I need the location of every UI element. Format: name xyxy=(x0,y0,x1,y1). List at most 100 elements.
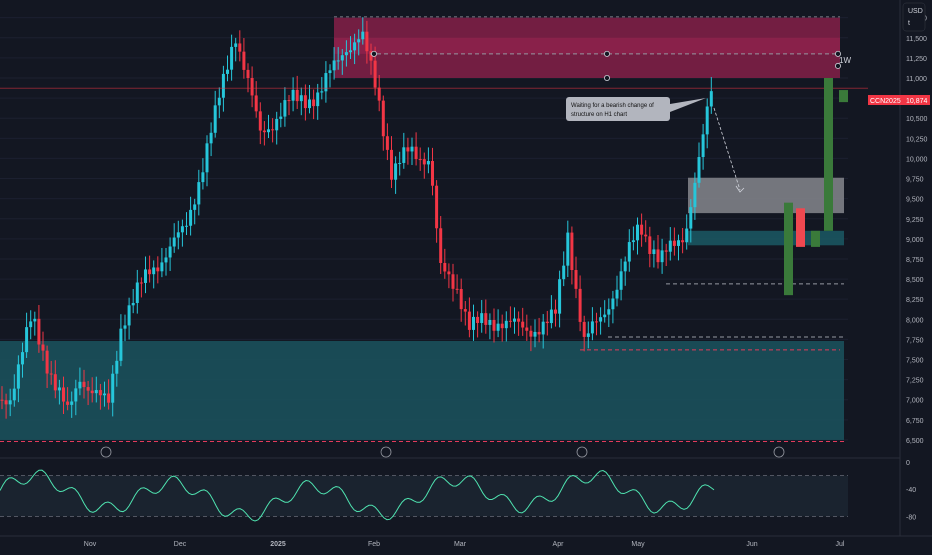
candle-body xyxy=(62,387,65,402)
candle-body xyxy=(103,393,106,396)
annotation-line-1: Waiting for a bearish change of xyxy=(571,103,654,109)
rsi-tick-label: -40 xyxy=(906,487,916,494)
anchor-dot xyxy=(835,50,842,57)
candle-body xyxy=(291,89,295,101)
candle-body xyxy=(390,149,393,180)
y-tick-label: 9,500 xyxy=(906,197,924,204)
candle-body xyxy=(381,100,385,137)
event-marker xyxy=(773,446,785,458)
candle-body xyxy=(418,159,422,161)
rsi-panel: 0 -40 -80 xyxy=(0,460,916,522)
y-tick-label: 8,500 xyxy=(906,277,924,284)
candle-body xyxy=(705,106,709,135)
candle-body xyxy=(107,393,111,403)
y-tick-label: 11,250 xyxy=(906,56,927,63)
candle-body xyxy=(115,360,119,374)
candle-body xyxy=(619,271,623,290)
candle-body xyxy=(480,313,484,323)
candle-body xyxy=(160,262,164,272)
currency-label: USD xyxy=(908,8,923,15)
rsi-line xyxy=(0,469,715,522)
candle-body xyxy=(500,323,504,329)
candle-body xyxy=(262,130,266,133)
candle-body xyxy=(451,274,455,289)
candle-body xyxy=(283,100,287,117)
y-tick-label: 8,000 xyxy=(906,317,924,324)
candle-body xyxy=(709,91,713,107)
candle-body xyxy=(33,318,37,322)
candle-body xyxy=(156,267,160,272)
candle-body xyxy=(324,73,328,92)
unit-label: t xyxy=(908,20,910,27)
candle-body xyxy=(566,232,570,266)
candle-body xyxy=(554,309,557,314)
candle-body xyxy=(636,224,639,241)
candle-body xyxy=(29,321,33,328)
x-tick-label: May xyxy=(631,541,645,548)
candle-body xyxy=(640,224,644,235)
candle-body xyxy=(189,209,193,226)
candle-body xyxy=(221,73,225,98)
candle-body xyxy=(361,31,365,40)
x-tick-label: Mar xyxy=(454,541,467,548)
annotation-box xyxy=(566,97,670,121)
anchor-dot xyxy=(370,50,377,57)
candle-body xyxy=(152,267,156,275)
x-tick-label: Jul xyxy=(836,541,845,548)
candle-body xyxy=(308,99,311,109)
candle-body xyxy=(504,320,508,329)
candle-body xyxy=(521,321,525,328)
candle-body xyxy=(185,225,188,227)
candle-body xyxy=(21,352,24,365)
candle-body xyxy=(685,228,689,243)
candle-body xyxy=(193,204,197,210)
candle-body xyxy=(357,39,361,43)
annotation-pointer xyxy=(670,98,706,112)
candle-body xyxy=(697,157,701,183)
candle-body xyxy=(496,323,500,331)
candle-body xyxy=(172,237,176,247)
candle-body xyxy=(139,282,143,284)
currency-header-box[interactable] xyxy=(902,2,926,32)
candle-body xyxy=(513,318,516,322)
candle-body xyxy=(37,318,41,345)
candle-body xyxy=(443,263,447,272)
candle-body xyxy=(545,321,549,324)
candle-body xyxy=(689,207,693,229)
candle-body xyxy=(111,373,115,403)
zone-demand xyxy=(0,341,844,440)
candle-body xyxy=(611,298,615,310)
y-tick-label: 7,500 xyxy=(906,358,924,365)
candle-body xyxy=(94,390,98,394)
y-tick-label: 8,750 xyxy=(906,257,924,264)
candle-body xyxy=(586,333,590,337)
anchor-dot xyxy=(604,50,611,57)
candle-body xyxy=(180,226,184,233)
candle-body xyxy=(459,288,463,310)
candle-body xyxy=(476,316,480,323)
candle-body xyxy=(258,111,262,131)
candle-body xyxy=(463,309,467,312)
candle-body xyxy=(148,269,152,275)
annotation-callout[interactable]: Waiting for a bearish change of structur… xyxy=(566,97,706,121)
price-tag-value-bg xyxy=(904,95,930,105)
candle-body xyxy=(98,390,102,396)
candle-body xyxy=(652,249,656,254)
candle-body xyxy=(562,265,566,280)
candle-body xyxy=(312,99,316,107)
candle-body xyxy=(299,95,303,102)
candle-body xyxy=(533,331,537,337)
candle-body xyxy=(402,147,406,163)
candle-body xyxy=(226,69,229,74)
candle-body xyxy=(135,282,139,303)
candle-body xyxy=(201,172,205,183)
candle-body xyxy=(693,182,697,208)
annotation-line-2: structure on H1 chart xyxy=(571,112,627,118)
candle-body xyxy=(90,390,94,394)
candle-body xyxy=(648,236,652,254)
candle-body xyxy=(336,60,340,62)
candle-body xyxy=(86,387,90,391)
candle-body xyxy=(119,328,123,361)
